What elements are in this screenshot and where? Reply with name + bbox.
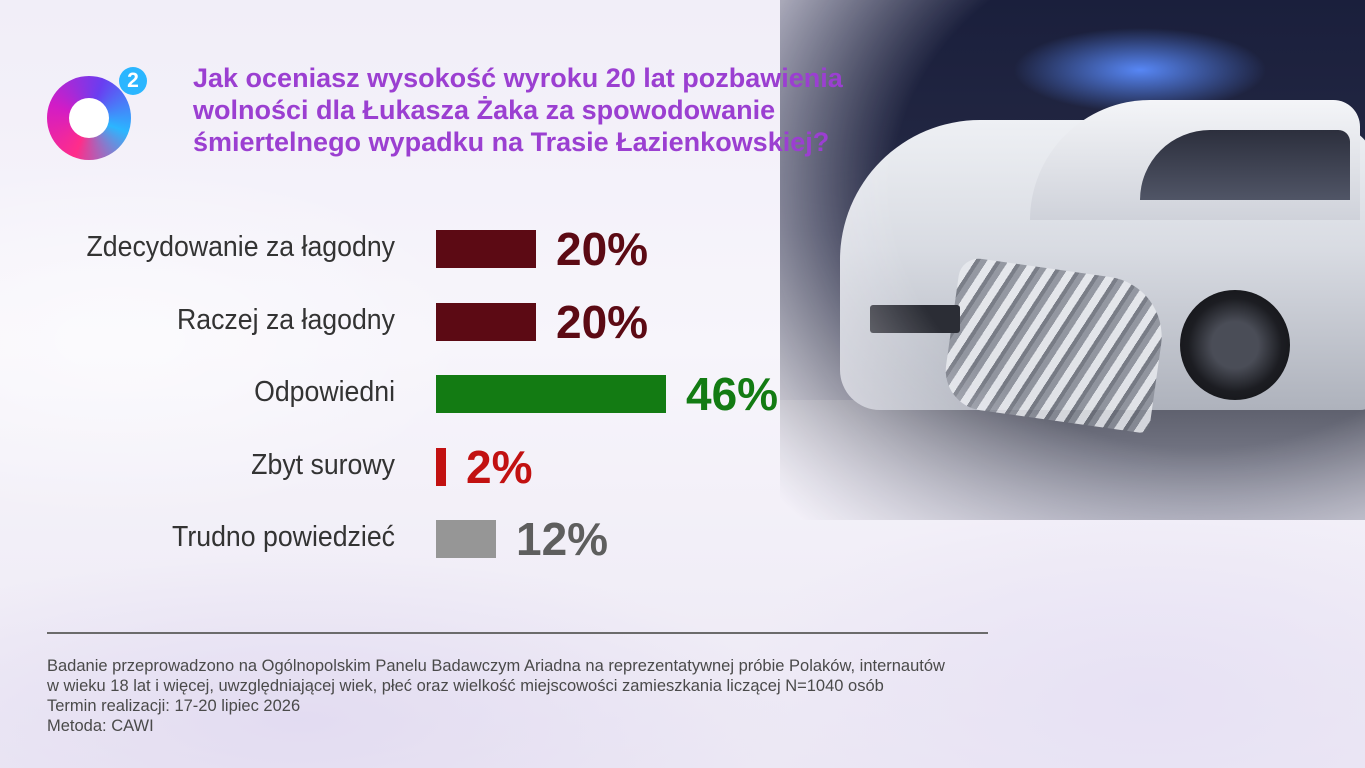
category-label: Zbyt surowy [251,448,395,481]
category-label: Odpowiedni [254,376,395,408]
survey-question: Jak oceniasz wysokość wyroku 20 lat pozb… [193,62,933,158]
value-label: 12% [516,513,609,565]
bar [436,302,536,341]
photo-car-wheel [1180,290,1290,400]
category-label: Raczej za łagodny [176,303,395,336]
question-line-3: śmiertelnego wypadku na Trasie Łazienkow… [193,127,830,157]
value-label: 2% [466,440,533,493]
category-label: Zdecydowanie za łagodny [86,231,396,263]
bar [436,230,536,268]
fieldwork-dates: Termin realizacji: 17-20 lipiec 2026 [47,697,301,715]
bar [436,447,446,486]
bar [436,520,496,558]
survey-method: Metoda: CAWI [47,717,154,735]
logo-superscript: 2 [119,67,147,95]
value-label: 20% [556,223,649,275]
logo-ring-center [69,98,109,138]
car-crash-photo [780,0,1365,520]
bar [436,375,666,413]
photo-license-plate [870,305,960,333]
question-line-2: wolności dla Łukasza Żaka za spowodowani… [193,95,776,125]
methodology-line-1: Badanie przeprowadzono na Ogólnopolskim … [47,657,945,675]
brand-logo: 2 [47,67,147,160]
value-label: 46% [686,368,779,420]
category-label: Trudno powiedzieć [172,521,395,553]
methodology-note: Badanie przeprowadzono na Ogólnopolskim … [47,656,1007,736]
footer-divider [47,632,988,634]
question-line-1: Jak oceniasz wysokość wyroku 20 lat pozb… [193,63,843,93]
value-label: 20% [556,295,649,348]
methodology-line-2: w wieku 18 lat i więcej, uwzględniającej… [47,677,884,695]
photo-car-window [1140,130,1350,200]
